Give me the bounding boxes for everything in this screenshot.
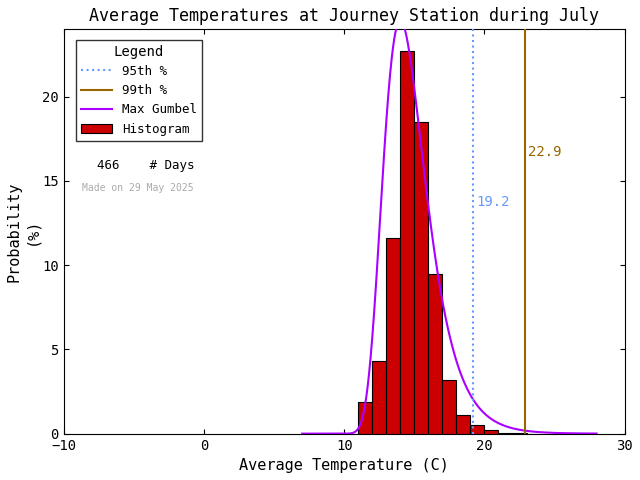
Text: 19.2: 19.2 [476,195,509,209]
Bar [484,430,499,433]
Bar [442,380,456,433]
Bar [414,122,428,433]
X-axis label: Average Temperature (C): Average Temperature (C) [239,458,449,473]
Text: 22.9: 22.9 [528,144,561,159]
Title: Average Temperatures at Journey Station during July: Average Temperatures at Journey Station … [89,7,599,25]
Bar [372,361,387,433]
Bar [387,238,400,433]
Text: 466    # Days: 466 # Days [82,159,195,172]
Y-axis label: Probability
(%): Probability (%) [7,181,39,282]
Legend: 95th %, 99th %, Max Gumbel, Histogram: 95th %, 99th %, Max Gumbel, Histogram [76,39,202,141]
Bar [470,425,484,433]
Text: Made on 29 May 2025: Made on 29 May 2025 [82,183,194,193]
Bar [456,415,470,433]
Bar [400,51,414,433]
Bar [428,274,442,433]
Bar [358,402,372,433]
